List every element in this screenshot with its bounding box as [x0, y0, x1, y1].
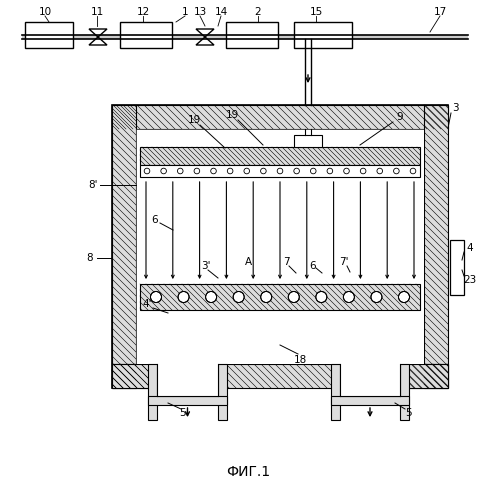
- Text: 3: 3: [452, 103, 458, 113]
- Text: 8: 8: [86, 253, 93, 263]
- Text: 4: 4: [467, 243, 473, 253]
- Text: 12: 12: [136, 7, 150, 17]
- Bar: [218, 364, 340, 388]
- Bar: [294, 135, 322, 147]
- Circle shape: [206, 292, 217, 302]
- Bar: [400, 364, 448, 388]
- Bar: [340, 364, 400, 396]
- Bar: [112, 105, 448, 129]
- Bar: [382, 364, 448, 388]
- Circle shape: [178, 292, 189, 302]
- Circle shape: [316, 292, 327, 302]
- Circle shape: [371, 292, 382, 302]
- Bar: [140, 147, 420, 165]
- Text: 8': 8': [88, 180, 98, 190]
- Bar: [140, 284, 420, 310]
- Text: 13: 13: [193, 7, 207, 17]
- Text: 4': 4': [142, 299, 152, 309]
- Bar: [148, 396, 227, 405]
- Text: ФИГ.1: ФИГ.1: [226, 465, 270, 479]
- Text: 5: 5: [180, 408, 186, 418]
- Text: 18: 18: [293, 355, 307, 365]
- Circle shape: [233, 292, 244, 302]
- Text: 3': 3': [201, 261, 211, 271]
- Text: 19: 19: [225, 110, 239, 120]
- Bar: [112, 105, 136, 388]
- Bar: [294, 22, 352, 48]
- Text: 6: 6: [152, 215, 159, 225]
- Bar: [331, 396, 409, 405]
- Bar: [331, 364, 340, 420]
- Bar: [424, 105, 448, 388]
- Circle shape: [261, 292, 272, 302]
- Bar: [136, 129, 424, 364]
- Text: 2: 2: [254, 7, 261, 17]
- Circle shape: [151, 292, 162, 302]
- Bar: [157, 364, 218, 396]
- Text: 5: 5: [405, 408, 412, 418]
- Bar: [112, 364, 157, 388]
- Bar: [450, 240, 464, 295]
- Bar: [25, 22, 73, 48]
- Bar: [400, 364, 409, 420]
- Circle shape: [288, 292, 299, 302]
- Text: 14: 14: [214, 7, 228, 17]
- Text: A: A: [245, 257, 251, 267]
- Text: 7': 7': [339, 257, 349, 267]
- Text: 17: 17: [433, 7, 447, 17]
- Bar: [112, 105, 448, 388]
- Bar: [120, 22, 172, 48]
- Text: 10: 10: [38, 7, 52, 17]
- Circle shape: [399, 292, 410, 302]
- Bar: [140, 165, 420, 177]
- Text: 9: 9: [397, 112, 403, 122]
- Text: 23: 23: [463, 275, 477, 285]
- Bar: [22, 35, 468, 39]
- Text: 7: 7: [283, 257, 289, 267]
- Text: 1: 1: [182, 7, 188, 17]
- Bar: [148, 364, 157, 420]
- Text: 19: 19: [187, 115, 201, 125]
- Bar: [112, 364, 178, 388]
- Bar: [218, 364, 227, 420]
- Circle shape: [343, 292, 354, 302]
- Text: 6: 6: [310, 261, 316, 271]
- Text: 15: 15: [309, 7, 323, 17]
- Text: 11: 11: [90, 7, 104, 17]
- Bar: [226, 22, 278, 48]
